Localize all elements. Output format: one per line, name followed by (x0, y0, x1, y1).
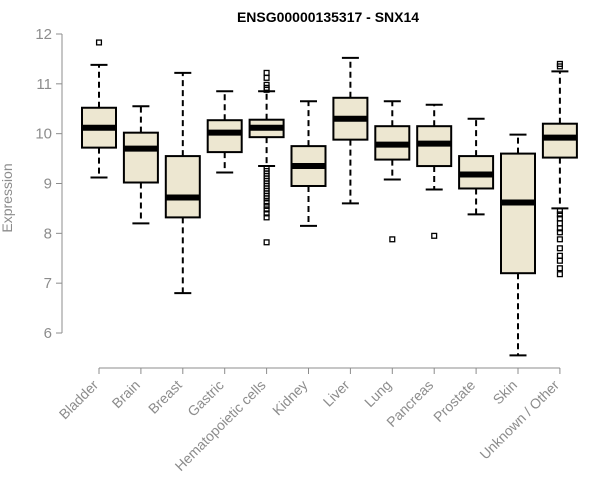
outlier-point (556, 236, 563, 243)
y-axis-label: Expression (0, 163, 15, 232)
outlier-point (556, 207, 563, 214)
outlier-point (263, 74, 270, 81)
box-group (81, 39, 117, 179)
outlier-point (389, 236, 396, 243)
y-axis: 6 7 8 9 10 11 12 (35, 26, 63, 342)
outlier-point (556, 257, 563, 264)
x-tick-label: Breast (145, 377, 185, 417)
box-group (164, 71, 201, 295)
outlier-point (263, 202, 270, 209)
y-tick-label: 6 (44, 325, 52, 342)
box-group (416, 103, 453, 239)
outlier-point (263, 239, 270, 246)
box-series (81, 39, 578, 357)
chart-title: ENSG00000135317 - SNX14 (237, 9, 419, 25)
outlier-point (263, 86, 270, 93)
outlier-point (263, 199, 270, 206)
box-group (122, 105, 159, 225)
box-group (290, 100, 327, 227)
x-tick-label: Bladder (56, 377, 102, 423)
outlier-point (556, 245, 563, 252)
y-tick-label: 8 (44, 225, 52, 242)
x-tick-label: Prostate (430, 377, 478, 425)
x-tick-label: Kidney (269, 377, 311, 419)
outlier-point (95, 39, 103, 46)
x-tick-label: Liver (320, 377, 353, 410)
x-tick-label: Skin (490, 377, 521, 408)
iqr-box (206, 119, 243, 154)
x-tick-label: Lung (361, 377, 394, 410)
outlier-point (263, 69, 270, 76)
y-tick-label: 12 (35, 26, 52, 43)
y-tick-label: 11 (36, 76, 52, 93)
outlier-point (556, 271, 563, 278)
outlier-point (556, 265, 563, 272)
outlier-point (556, 225, 563, 232)
box-group (206, 90, 243, 174)
outlier-point (556, 211, 563, 218)
iqr-box (164, 155, 201, 219)
outlier-point (263, 210, 270, 217)
outlier-point (556, 220, 563, 227)
box-group (500, 133, 536, 357)
x-tick-label: Pancreas (383, 377, 436, 430)
x-tick-label: Unknown / Other (476, 377, 562, 463)
box-group (248, 69, 285, 246)
outlier-point (556, 63, 563, 70)
y-tick-label: 9 (44, 176, 52, 193)
box-group (332, 56, 369, 205)
iqr-box (500, 152, 536, 275)
outlier-point (263, 195, 270, 202)
outlier-point (556, 252, 563, 259)
iqr-box (122, 131, 159, 184)
box-group (541, 60, 578, 278)
outlier-point (431, 232, 438, 239)
y-tick-label: 10 (35, 126, 52, 143)
y-tick-label: 7 (44, 275, 52, 292)
box-group (374, 100, 411, 243)
outlier-point (556, 229, 563, 236)
outlier-point (263, 214, 270, 221)
outlier-point (263, 206, 270, 213)
x-tick-label: Brain (109, 377, 143, 411)
box-group (458, 117, 495, 216)
